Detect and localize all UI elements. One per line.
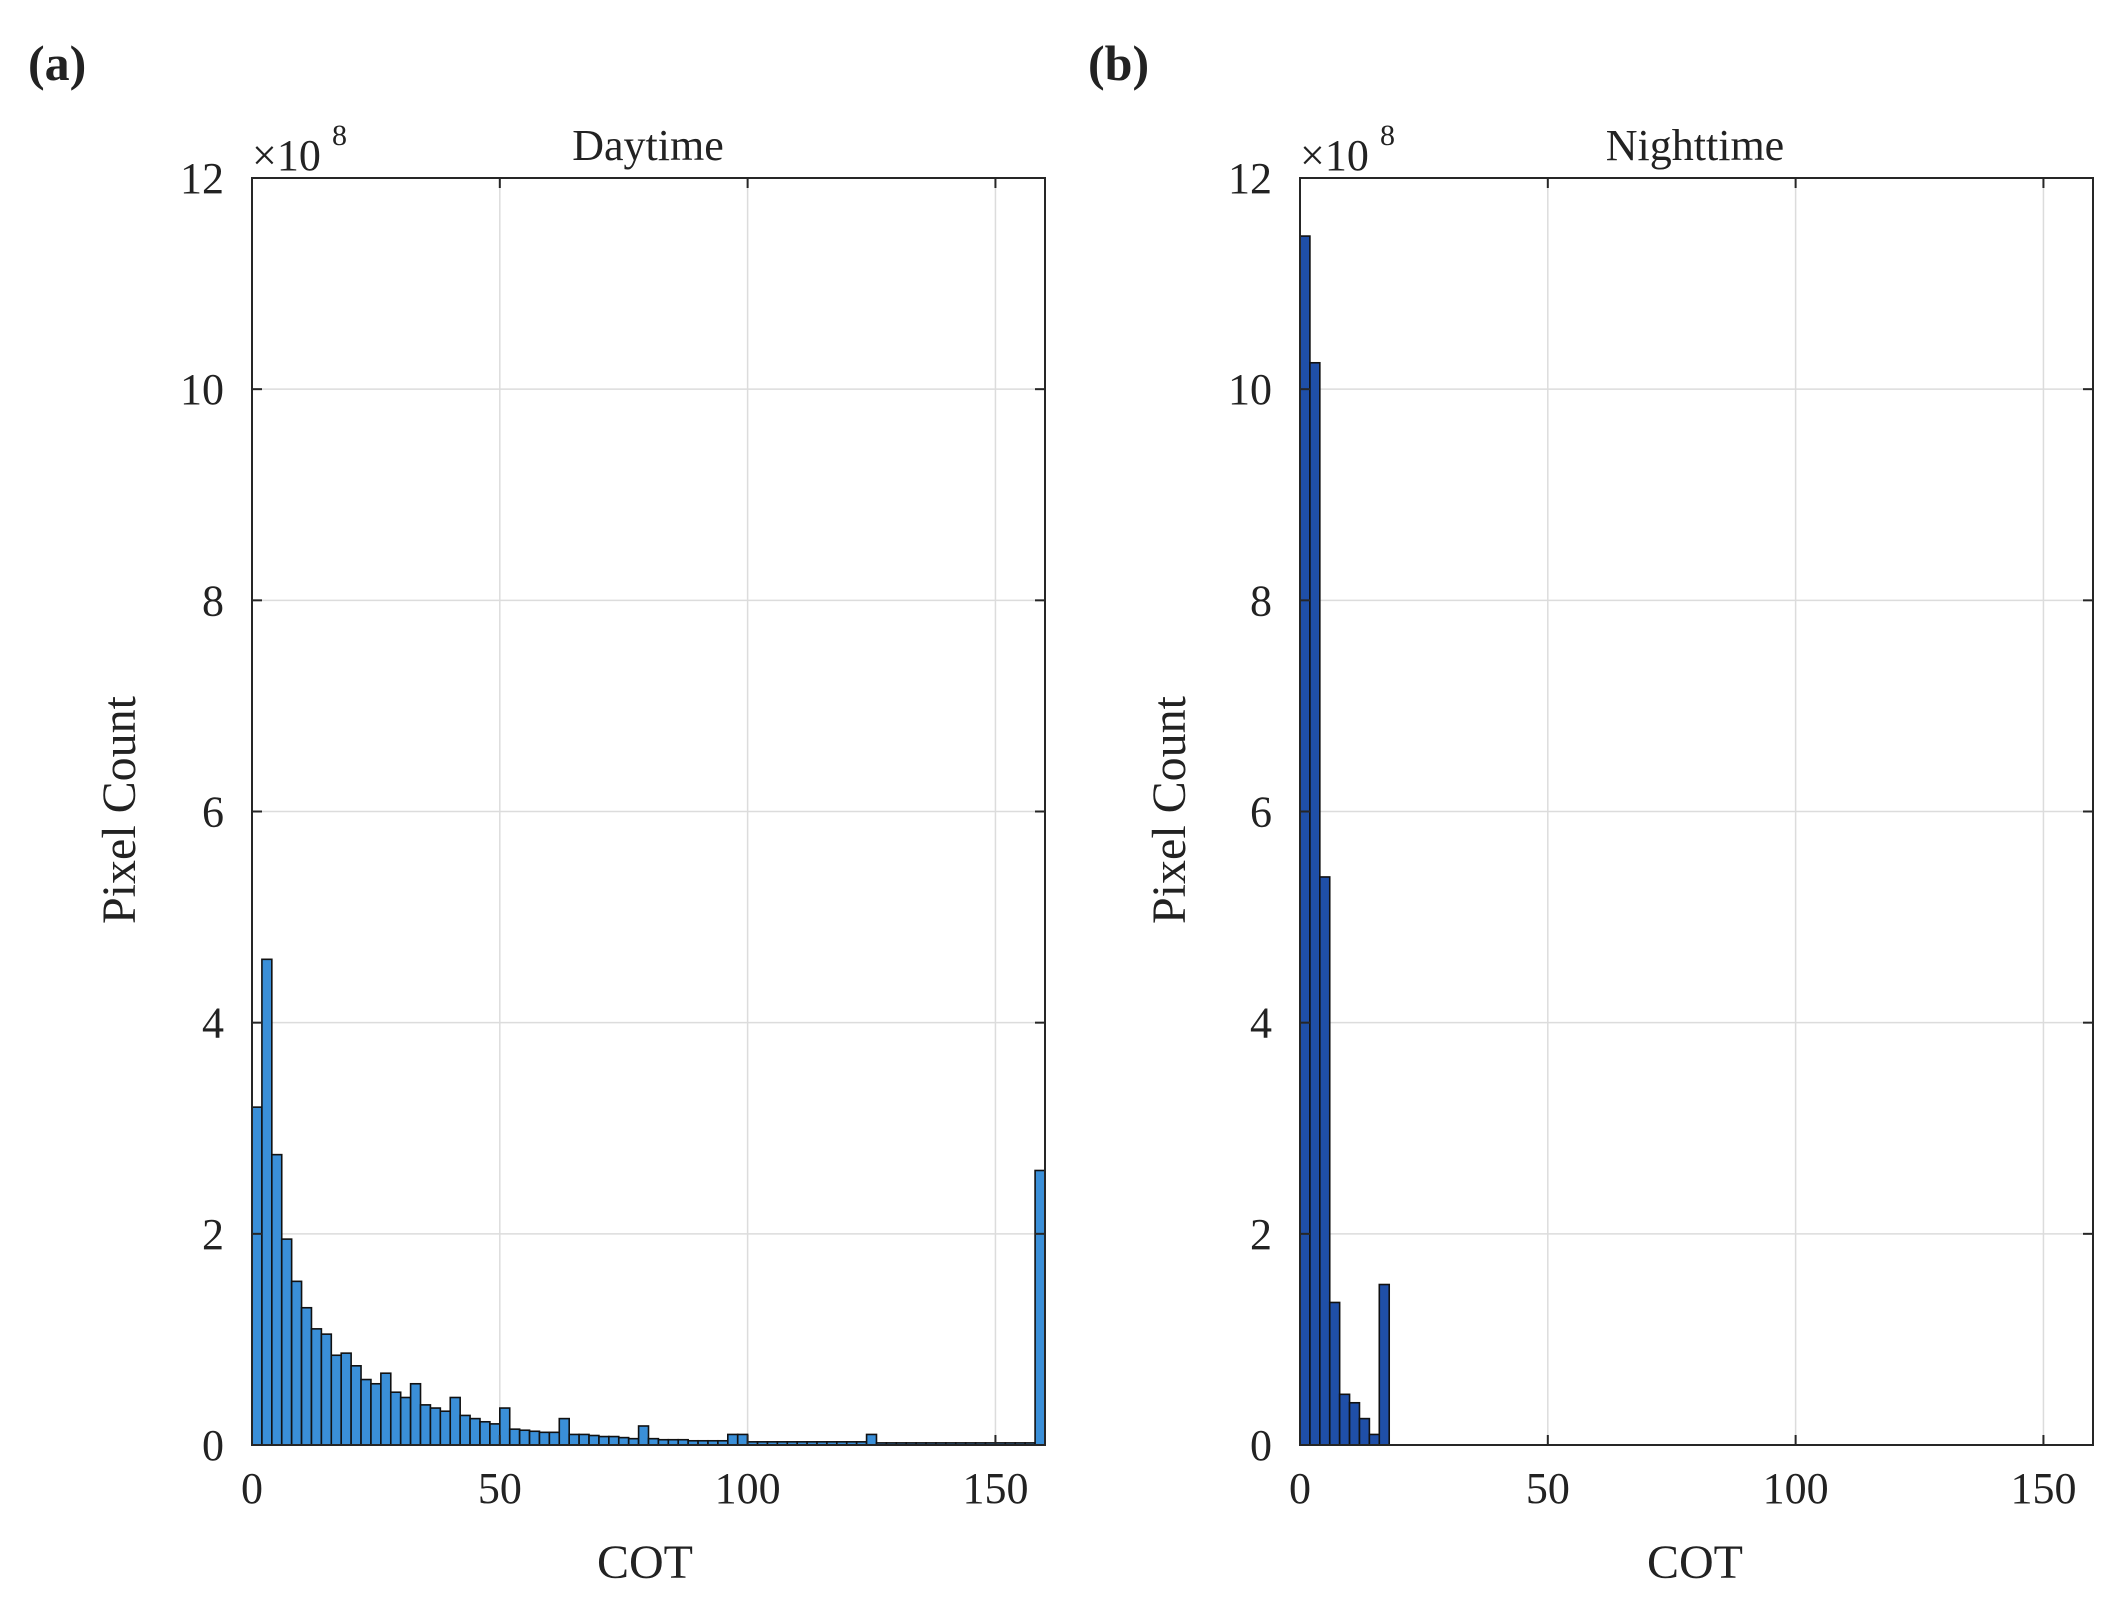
- histogram-bar: [419, 1404, 432, 1446]
- histogram-bar: [865, 1433, 878, 1446]
- histogram-bar: [459, 1414, 471, 1446]
- histogram-bar: [1034, 1169, 1046, 1446]
- histogram-bar: [508, 1428, 521, 1446]
- histogram-bar: [409, 1382, 422, 1446]
- histogram-bar: [449, 1396, 461, 1446]
- histogram-bar: [280, 1238, 293, 1446]
- panel-label-a: (a): [28, 35, 86, 91]
- y-multiplier-exponent: 8: [1380, 119, 1395, 152]
- y-tick-label: 6: [202, 788, 224, 837]
- tick-labels-nighttime: 0 50 100 150 0 2 4 6 8 10 12: [1228, 154, 2076, 1513]
- histogram-bar: [389, 1391, 402, 1446]
- histogram-bar: [350, 1365, 362, 1446]
- ticks-nighttime: [1299, 177, 2093, 1446]
- histogram-bar: [429, 1407, 442, 1446]
- ticks-daytime: [251, 177, 1045, 1446]
- y-multiplier-base: ×10: [252, 131, 321, 180]
- histogram-bar: [320, 1333, 333, 1446]
- histogram-bar: [261, 958, 273, 1446]
- histogram-bar: [608, 1435, 620, 1446]
- y-tick-label: 8: [1250, 576, 1272, 625]
- y-tick-label: 0: [1250, 1421, 1272, 1470]
- y-tick-label: 0: [202, 1421, 224, 1470]
- histogram-bar: [1368, 1433, 1381, 1446]
- y-axis-label-daytime: Pixel Count: [93, 695, 146, 924]
- y-multiplier-nighttime: ×10 8: [1300, 119, 1395, 180]
- histogram-bar: [1319, 876, 1331, 1446]
- histogram-bar: [548, 1431, 561, 1446]
- x-tick-label: 150: [962, 1464, 1028, 1513]
- histogram-bar: [637, 1425, 650, 1446]
- histogram-bar: [1299, 235, 1311, 1446]
- nighttime-panel: (b) Nighttime ×10 8 0 50 100 150 0 2 4 6 8 10 12 C…: [1088, 35, 2094, 1589]
- y-tick-label: 4: [1250, 999, 1272, 1048]
- y-axis-label-nighttime: Pixel Count: [1143, 695, 1196, 924]
- histogram-bar: [399, 1396, 412, 1446]
- histogram-bar: [598, 1435, 610, 1446]
- histogram-bar: [1358, 1417, 1371, 1446]
- x-axis-label-nighttime: COT: [1647, 1536, 1743, 1589]
- histogram-bar: [1378, 1283, 1391, 1446]
- grid-nighttime: [1299, 177, 2093, 1446]
- y-multiplier-exponent: 8: [332, 119, 347, 152]
- histogram-bar: [300, 1306, 313, 1446]
- x-tick-label: 100: [715, 1464, 781, 1513]
- histogram-bar: [1338, 1393, 1351, 1446]
- histogram-bar: [330, 1354, 343, 1446]
- histogram-bar: [528, 1430, 541, 1446]
- histogram-bar: [578, 1433, 590, 1446]
- y-tick-label: 2: [1250, 1210, 1272, 1259]
- y-tick-label: 10: [1228, 365, 1272, 414]
- histogram-bar: [439, 1410, 452, 1446]
- histogram-bar: [479, 1420, 491, 1446]
- histogram-bar: [568, 1433, 580, 1446]
- x-tick-label: 50: [1526, 1464, 1570, 1513]
- panel-label-b: (b): [1088, 35, 1149, 91]
- histogram-bar: [1309, 361, 1321, 1446]
- x-tick-label: 150: [2010, 1464, 2076, 1513]
- y-tick-label: 8: [202, 576, 224, 625]
- grid-daytime: [251, 177, 1045, 1446]
- histogram-bar: [370, 1382, 382, 1446]
- y-tick-label: 6: [1250, 788, 1272, 837]
- bars-daytime: [251, 958, 1046, 1446]
- histogram-bar: [340, 1352, 352, 1446]
- histogram-bar: [736, 1433, 749, 1446]
- histogram-bar: [380, 1372, 392, 1446]
- y-tick-label: 2: [202, 1210, 224, 1259]
- x-tick-label: 50: [478, 1464, 522, 1513]
- histogram-bar: [499, 1407, 511, 1446]
- histogram-bar: [310, 1328, 323, 1446]
- y-tick-label: 12: [1228, 154, 1272, 203]
- histogram-bar: [558, 1417, 570, 1446]
- histogram-bar: [251, 1106, 263, 1446]
- x-tick-label: 0: [1289, 1464, 1311, 1513]
- y-tick-label: 10: [180, 365, 224, 414]
- histogram-bar: [538, 1431, 551, 1446]
- x-tick-label: 0: [241, 1464, 263, 1513]
- histogram-bar: [290, 1280, 303, 1446]
- chart-title-daytime: Daytime: [572, 121, 724, 170]
- y-multiplier-base: ×10: [1300, 131, 1369, 180]
- x-tick-label: 100: [1763, 1464, 1829, 1513]
- y-multiplier-daytime: ×10 8: [252, 119, 347, 180]
- histogram-bar: [360, 1378, 372, 1446]
- histogram-bar: [489, 1423, 501, 1446]
- daytime-panel: (a) Daytime ×10 8 0 50 100 150 0 2 4 6 8 10 12 COT…: [28, 35, 1046, 1589]
- histogram-bar: [617, 1436, 630, 1446]
- histogram-bar: [726, 1433, 739, 1446]
- histogram-bar: [1328, 1301, 1341, 1446]
- histogram-bar: [518, 1429, 531, 1446]
- chart-title-nighttime: Nighttime: [1606, 121, 1784, 170]
- bars-nighttime: [1299, 235, 1391, 1446]
- histogram-bar: [469, 1417, 481, 1446]
- histogram-bar: [271, 1153, 283, 1446]
- histogram-bar: [1348, 1401, 1361, 1446]
- y-tick-label: 12: [180, 154, 224, 203]
- tick-labels-daytime: 0 50 100 150 0 2 4 6 8 10 12: [180, 154, 1028, 1513]
- histogram-bar: [588, 1434, 600, 1446]
- y-tick-label: 4: [202, 999, 224, 1048]
- x-axis-label-daytime: COT: [597, 1536, 693, 1589]
